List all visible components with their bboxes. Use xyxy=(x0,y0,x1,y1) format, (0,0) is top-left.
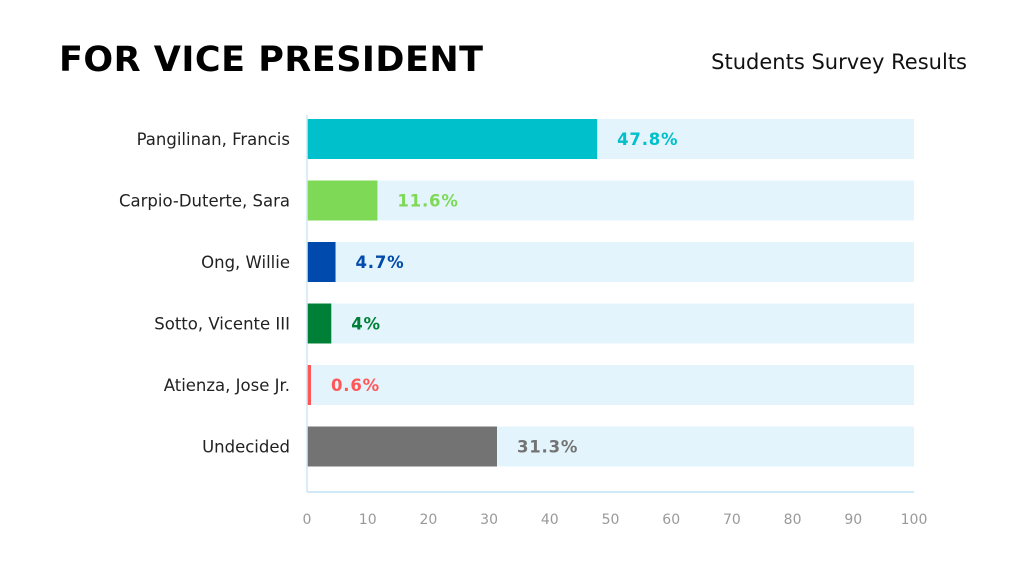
category-label: Atienza, Jose Jr. xyxy=(164,376,290,395)
bar xyxy=(307,365,311,405)
bar-track xyxy=(307,303,914,344)
value-label: 4% xyxy=(351,315,381,334)
bar xyxy=(307,242,336,282)
value-label: 4.7% xyxy=(356,253,405,272)
category-label: Ong, Willie xyxy=(201,253,290,272)
bar xyxy=(307,303,332,344)
bar-track xyxy=(307,180,914,221)
x-tick-label: 70 xyxy=(723,512,741,528)
x-tick-label: 10 xyxy=(359,512,377,528)
value-label: 0.6% xyxy=(331,376,380,395)
bar-track xyxy=(307,365,914,405)
x-tick-label: 50 xyxy=(602,512,620,528)
value-label: 11.6% xyxy=(397,192,458,211)
category-label: Pangilinan, Francis xyxy=(137,130,290,149)
bar-track xyxy=(307,242,914,282)
x-tick-label: 80 xyxy=(784,512,802,528)
x-tick-label: 30 xyxy=(480,512,498,528)
bar xyxy=(307,426,497,467)
category-label: Sotto, Vicente III xyxy=(154,315,290,334)
x-tick-label: 40 xyxy=(541,512,559,528)
x-tick-label: 90 xyxy=(844,512,862,528)
chart-subtitle: Students Survey Results xyxy=(711,50,967,74)
value-label: 31.3% xyxy=(517,438,578,457)
category-label: Carpio-Duterte, Sara xyxy=(119,192,290,211)
value-label: 47.8% xyxy=(617,130,678,149)
x-tick-label: 0 xyxy=(303,512,312,528)
x-tick-label: 20 xyxy=(419,512,437,528)
category-label: Undecided xyxy=(202,438,290,457)
chart-title: FOR VICE PRESIDENT xyxy=(59,40,484,80)
bar xyxy=(307,180,378,221)
bar xyxy=(307,119,598,159)
x-tick-label: 60 xyxy=(662,512,680,528)
x-tick-label: 100 xyxy=(901,512,928,528)
